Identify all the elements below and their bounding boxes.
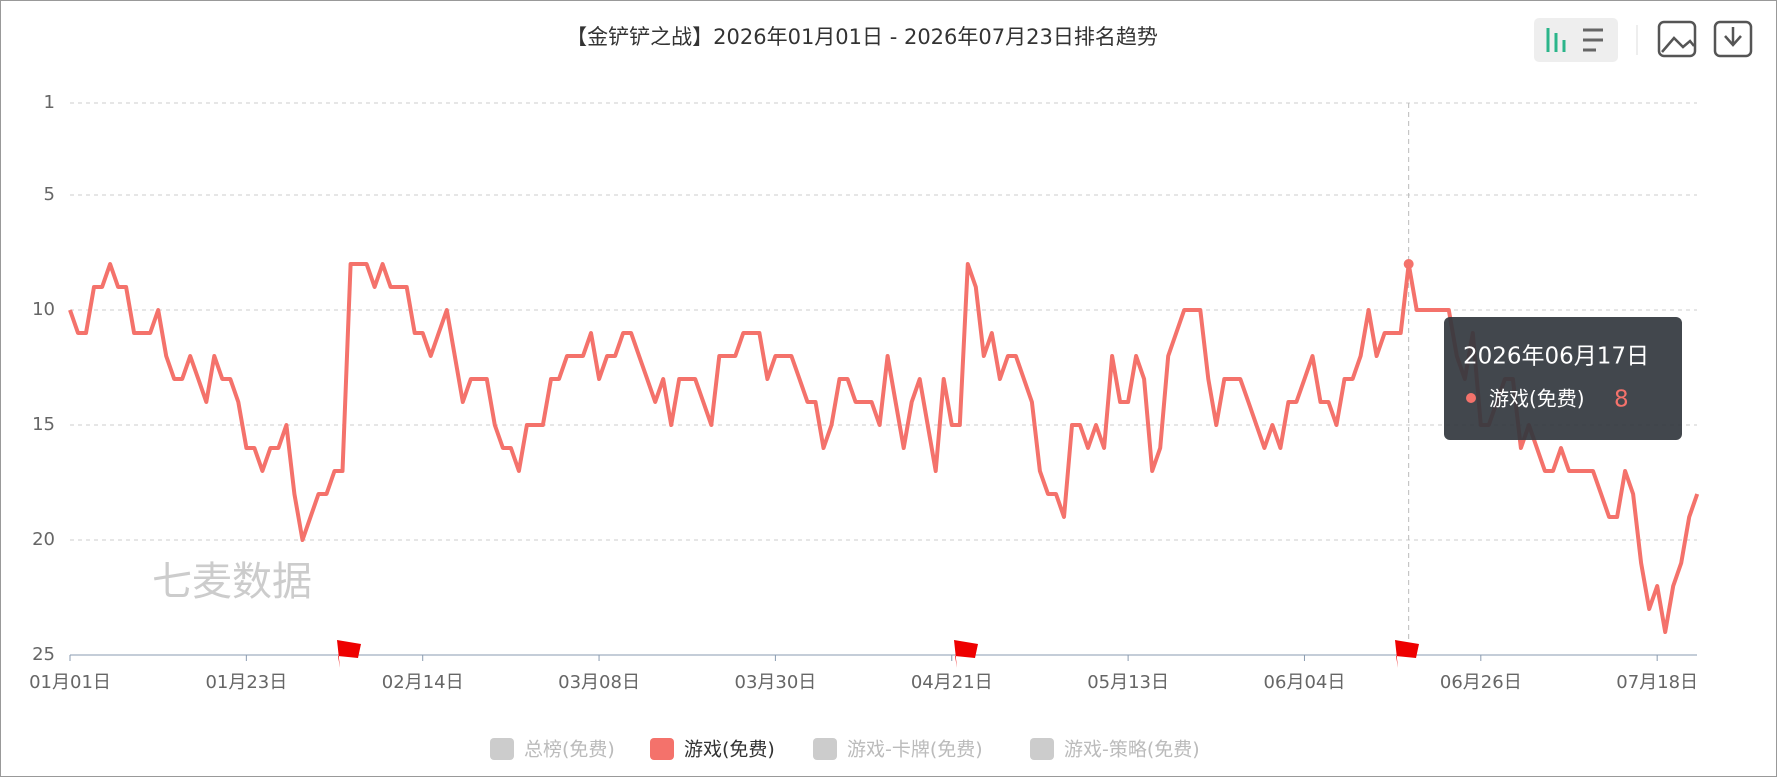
list-icon[interactable] — [1583, 28, 1603, 52]
image-icon[interactable] — [1657, 20, 1697, 58]
legend-label[interactable]: 游戏-卡牌(免费) — [847, 739, 983, 761]
x-tick-label: 03月08日 — [558, 672, 640, 693]
watermark: 七麦数据 — [152, 559, 312, 605]
chart-title: 【金铲铲之战】2026年01月01日 - 2026年07月23日排名趋势 — [566, 25, 1158, 49]
tooltip-series: 游戏(免费) — [1489, 387, 1585, 411]
legend-swatch[interactable] — [650, 738, 674, 760]
tooltip-value: 8 — [1614, 387, 1629, 413]
x-tick-label: 04月21日 — [911, 672, 993, 693]
y-tick-label: 20 — [32, 529, 55, 550]
y-tick-label: 10 — [32, 299, 55, 320]
y-tick-label: 15 — [32, 414, 55, 435]
x-tick-label: 06月04日 — [1264, 672, 1346, 693]
image-icon-line — [1661, 36, 1695, 53]
legend-swatch[interactable] — [490, 738, 514, 760]
legend-swatch[interactable] — [813, 738, 837, 760]
tooltip-box — [1444, 317, 1682, 440]
hover-point — [1403, 259, 1414, 269]
event-flags — [337, 640, 1419, 668]
y-tick-label: 25 — [32, 644, 55, 665]
legend-swatch[interactable] — [1030, 738, 1054, 760]
legend-label[interactable]: 游戏(免费) — [684, 739, 775, 761]
x-tick-label: 01月23日 — [205, 672, 287, 693]
x-tick-label: 03月30日 — [735, 672, 817, 693]
x-tick-label: 01月01日 — [29, 672, 111, 693]
y-tick-label: 1 — [44, 92, 55, 113]
y-tick-label: 5 — [44, 184, 55, 205]
download-icon[interactable] — [1713, 20, 1753, 58]
x-tick-label: 02月14日 — [382, 672, 464, 693]
bar-icon[interactable] — [1546, 28, 1566, 52]
flag — [1395, 640, 1419, 668]
flag — [337, 640, 361, 668]
flag — [954, 640, 978, 668]
x-tick-label: 06月26日 — [1440, 672, 1522, 693]
toolbar[interactable] — [1534, 18, 1753, 62]
x-tick-label: 07月18日 — [1616, 672, 1698, 693]
tooltip-title: 2026年06月17日 — [1463, 344, 1649, 370]
series-line — [68, 262, 1700, 634]
legend-label[interactable]: 总榜(免费) — [524, 739, 615, 761]
legend-label[interactable]: 游戏-策略(免费) — [1064, 739, 1200, 761]
tooltip-dot — [1466, 393, 1476, 403]
x-tick-label: 05月13日 — [1087, 672, 1169, 693]
